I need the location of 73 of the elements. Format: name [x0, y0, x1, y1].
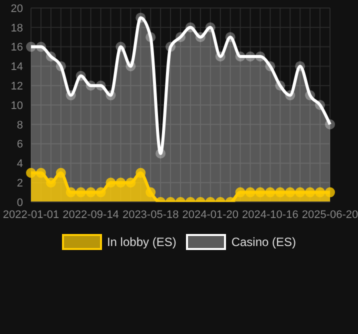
point [305, 90, 316, 100]
x-tick-label: 2025-06-20 [302, 208, 358, 221]
legend-label: In lobby (ES) [106, 235, 176, 249]
point [66, 90, 76, 100]
y-tick-label: 10 [10, 100, 23, 112]
x-tick-label: 2024-10-16 [242, 208, 298, 221]
point [275, 80, 286, 91]
point [295, 187, 306, 198]
point [36, 168, 46, 178]
point [106, 178, 116, 188]
point [66, 187, 76, 198]
point [146, 32, 156, 42]
point [96, 187, 106, 198]
point [116, 178, 126, 188]
point [295, 61, 306, 72]
point [265, 61, 276, 72]
point [116, 42, 126, 52]
point [86, 187, 96, 198]
point [285, 187, 296, 198]
point [96, 80, 106, 91]
point [255, 52, 266, 62]
point [255, 187, 266, 198]
point [26, 42, 36, 52]
y-tick-label: 4 [16, 158, 23, 170]
point [156, 148, 166, 158]
y-tick-label: 2 [16, 178, 23, 190]
point [26, 168, 36, 178]
x-tick-label: 2023-05-18 [122, 208, 179, 221]
x-tick-label: 2022-01-01 [2, 208, 60, 221]
y-tick-label: 12 [10, 80, 23, 93]
point [325, 119, 335, 130]
y-tick-label: 14 [10, 61, 23, 74]
point [166, 42, 176, 52]
point [126, 178, 136, 188]
point [315, 100, 326, 110]
point [305, 187, 316, 198]
point [106, 90, 116, 100]
point [195, 32, 206, 42]
point [176, 32, 186, 42]
point [275, 187, 286, 198]
point [235, 52, 246, 62]
point [36, 42, 46, 52]
y-tick-label: 18 [10, 22, 23, 34]
point [325, 187, 335, 198]
point [265, 187, 276, 198]
point [245, 52, 256, 62]
point [235, 187, 246, 198]
point [215, 52, 226, 62]
point [76, 187, 86, 198]
point [56, 61, 66, 72]
y-tick-label: 6 [16, 138, 23, 151]
x-tick-label: 2022-09-14 [62, 208, 119, 221]
y-tick-label: 8 [16, 119, 23, 132]
x-tick-label: 2024-01-20 [182, 208, 239, 221]
point [205, 22, 216, 32]
point [225, 32, 236, 42]
point [136, 168, 146, 178]
y-tick-label: 0 [16, 196, 23, 209]
point [56, 168, 66, 178]
point [46, 178, 56, 188]
point [245, 187, 256, 198]
y-tick-label: 20 [10, 2, 23, 15]
point [285, 90, 296, 100]
point [76, 70, 86, 81]
point [146, 187, 156, 198]
point [126, 61, 136, 72]
point [86, 80, 96, 91]
legend-label: Casino (ES) [231, 235, 296, 249]
point [136, 12, 146, 23]
point [185, 22, 196, 32]
y-tick-label: 16 [10, 42, 23, 54]
point [315, 187, 326, 198]
point [46, 52, 56, 62]
